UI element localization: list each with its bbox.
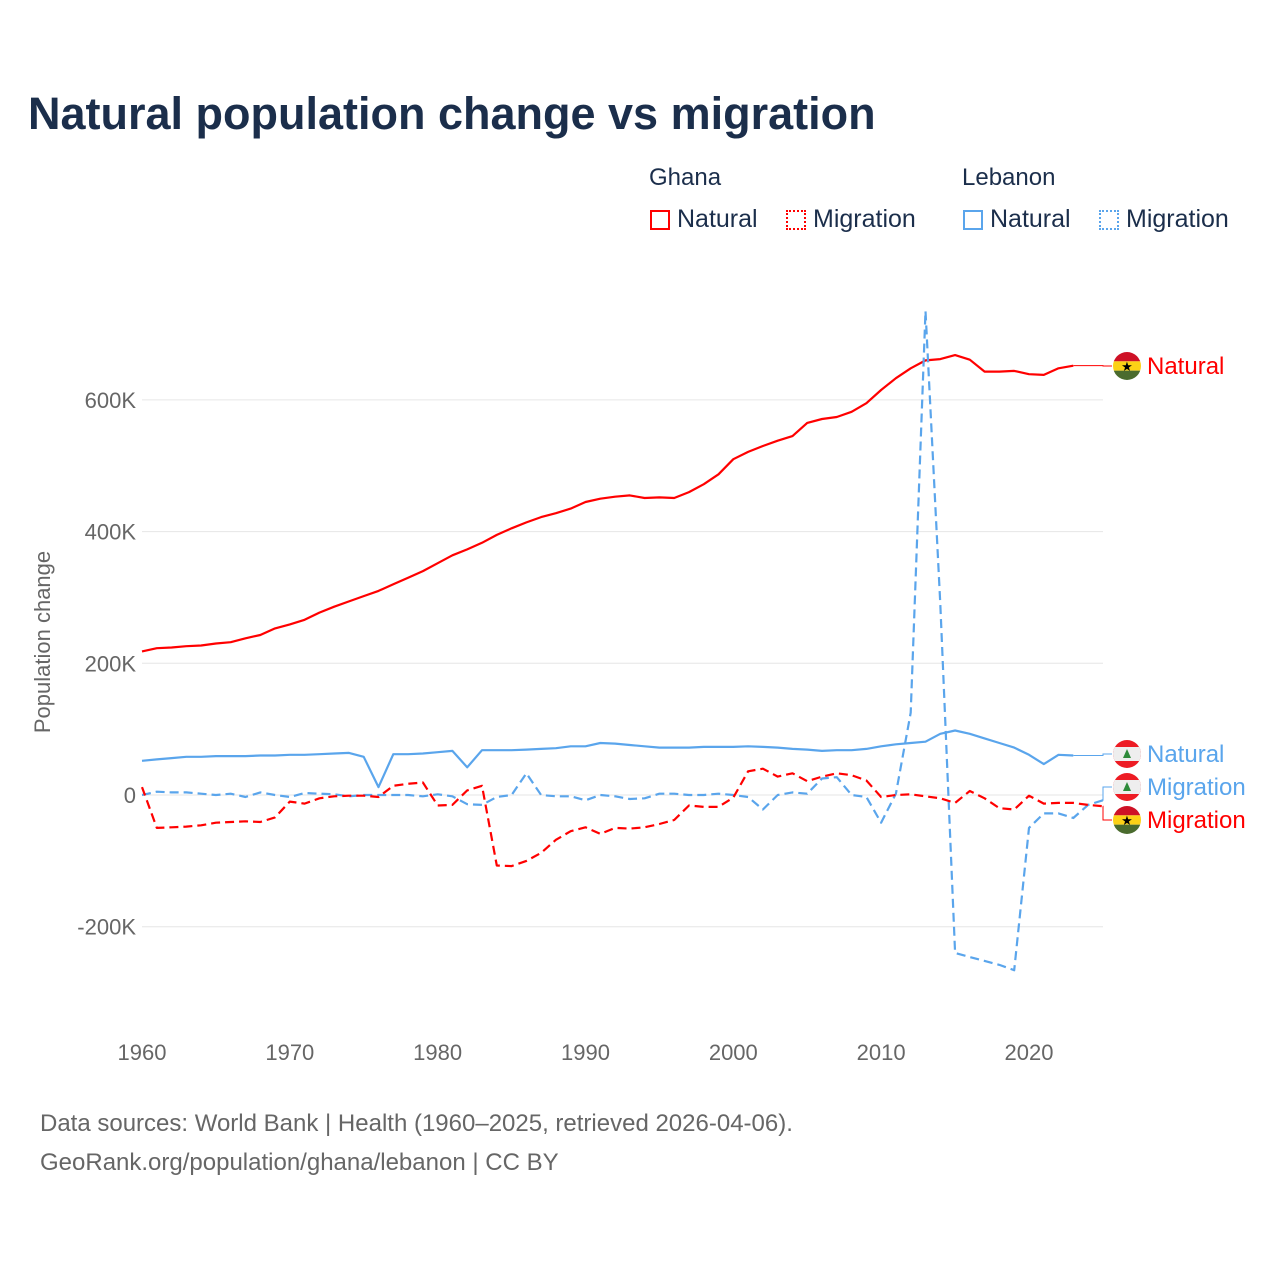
x-tick-label: 2000 [709,1040,758,1065]
legend-label: Migration [813,205,916,233]
x-tick-label: 1990 [561,1040,610,1065]
legend-lebanon-migration[interactable]: Migration [1099,205,1229,234]
x-tick-label: 1980 [413,1040,462,1065]
legend-group-ghana: Ghana [649,164,722,191]
y-tick-label: 0 [124,783,136,808]
lebanon-flag-icon [1113,740,1141,768]
legend-ghana-migration[interactable]: Migration [786,205,916,234]
legend-label: Natural [990,205,1071,233]
legend-label: Natural [677,205,758,233]
ghana-flag-icon: ★ [1113,352,1141,380]
end-label: Migration [1147,774,1246,801]
series-line-lebanon-natural[interactable] [141,729,1074,789]
footer-sources: Data sources: World Bank | Health (1960–… [40,1110,793,1137]
series-line-ghana-migration[interactable] [140,767,1103,868]
legend-swatch-solid-red [650,209,670,230]
end-label-connector [1073,753,1112,756]
svg-text:★: ★ [1121,813,1133,828]
legend-swatch-dotted-red [786,209,806,230]
series-line-lebanon-migration[interactable] [141,309,1104,972]
end-label: Migration [1147,807,1246,834]
y-tick-label: 600K [85,388,137,413]
legend-swatch-solid-blue [963,209,983,230]
legend-lebanon-natural[interactable]: Natural [963,205,1071,234]
legend-group-lebanon: Lebanon [962,164,1056,191]
svg-text:★: ★ [1121,359,1133,374]
ghana-flag-icon: ★ [1113,806,1141,834]
x-tick-label: 1970 [265,1040,314,1065]
footer-link[interactable]: GeoRank.org/population/ghana/lebanon | C… [40,1149,559,1176]
lebanon-flag-icon [1113,773,1141,801]
legend-ghana-natural[interactable]: Natural [650,205,758,234]
legend-label: Migration [1126,205,1229,233]
x-tick-label: 1960 [118,1040,167,1065]
legend-swatch-dotted-blue [1099,209,1119,230]
y-tick-label: 400K [85,520,137,545]
series-line-ghana-natural[interactable] [141,354,1074,653]
x-tick-label: 2010 [857,1040,906,1065]
chart-title: Natural population change vs migration [28,88,876,139]
y-axis-label: Population change [30,551,55,733]
end-label: Natural [1147,741,1224,768]
y-tick-label: 200K [85,651,137,676]
y-tick-label: -200K [77,915,136,940]
x-tick-label: 2020 [1005,1040,1054,1065]
end-label: Natural [1147,353,1224,380]
end-label-connector [1102,786,1112,801]
end-label-connector [1102,805,1112,821]
